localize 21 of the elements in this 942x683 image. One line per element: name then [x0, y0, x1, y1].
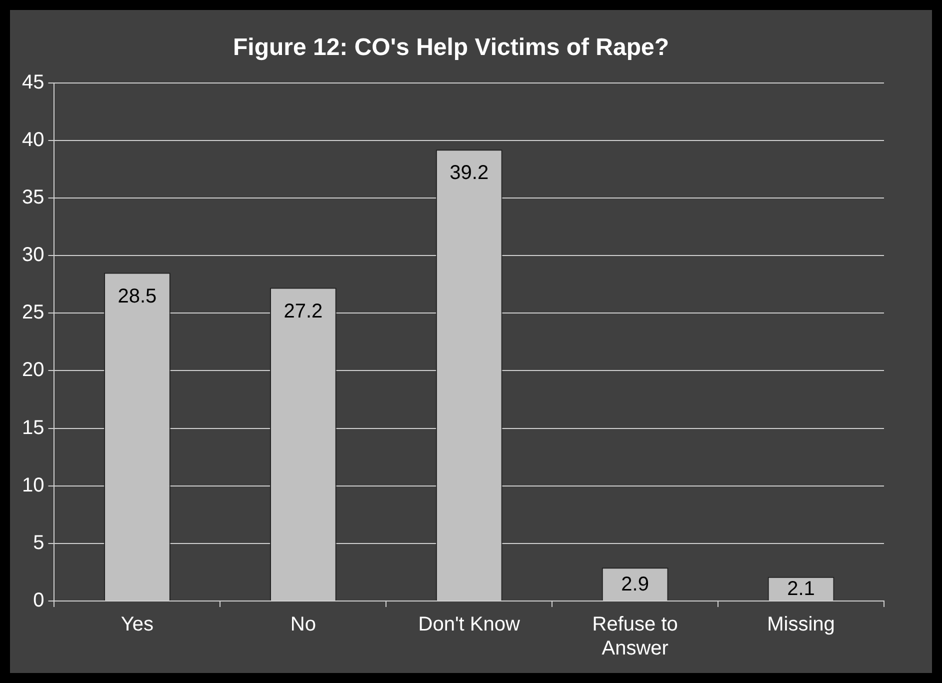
- x-tick-label: Refuse to Answer: [592, 614, 678, 660]
- x-tick-label: Yes: [120, 614, 154, 636]
- x-tick-label: No: [290, 614, 316, 636]
- data-label: 39.2: [450, 162, 489, 184]
- y-tick-label: 10: [22, 474, 44, 496]
- data-label: 27.2: [284, 300, 323, 322]
- y-tick-label: 25: [22, 302, 44, 324]
- y-tick-label: 35: [22, 186, 44, 208]
- y-tick-label: 45: [22, 71, 44, 94]
- y-tick-label: 15: [22, 416, 44, 439]
- y-tick-label: 5: [33, 532, 44, 554]
- x-tick-label: Missing: [767, 614, 835, 636]
- x-tick-label: Don't Know: [418, 614, 520, 636]
- data-label: 2.1: [787, 578, 815, 600]
- y-tick-label: 0: [33, 590, 44, 612]
- y-tick-label: 30: [22, 244, 44, 266]
- y-tick-label: 40: [22, 128, 44, 151]
- y-tick-label: 20: [22, 359, 44, 382]
- data-label: 28.5: [118, 285, 157, 308]
- chart-title: Figure 12: CO's Help Victims of Rape?: [232, 34, 670, 62]
- data-label: 2.9: [621, 574, 649, 596]
